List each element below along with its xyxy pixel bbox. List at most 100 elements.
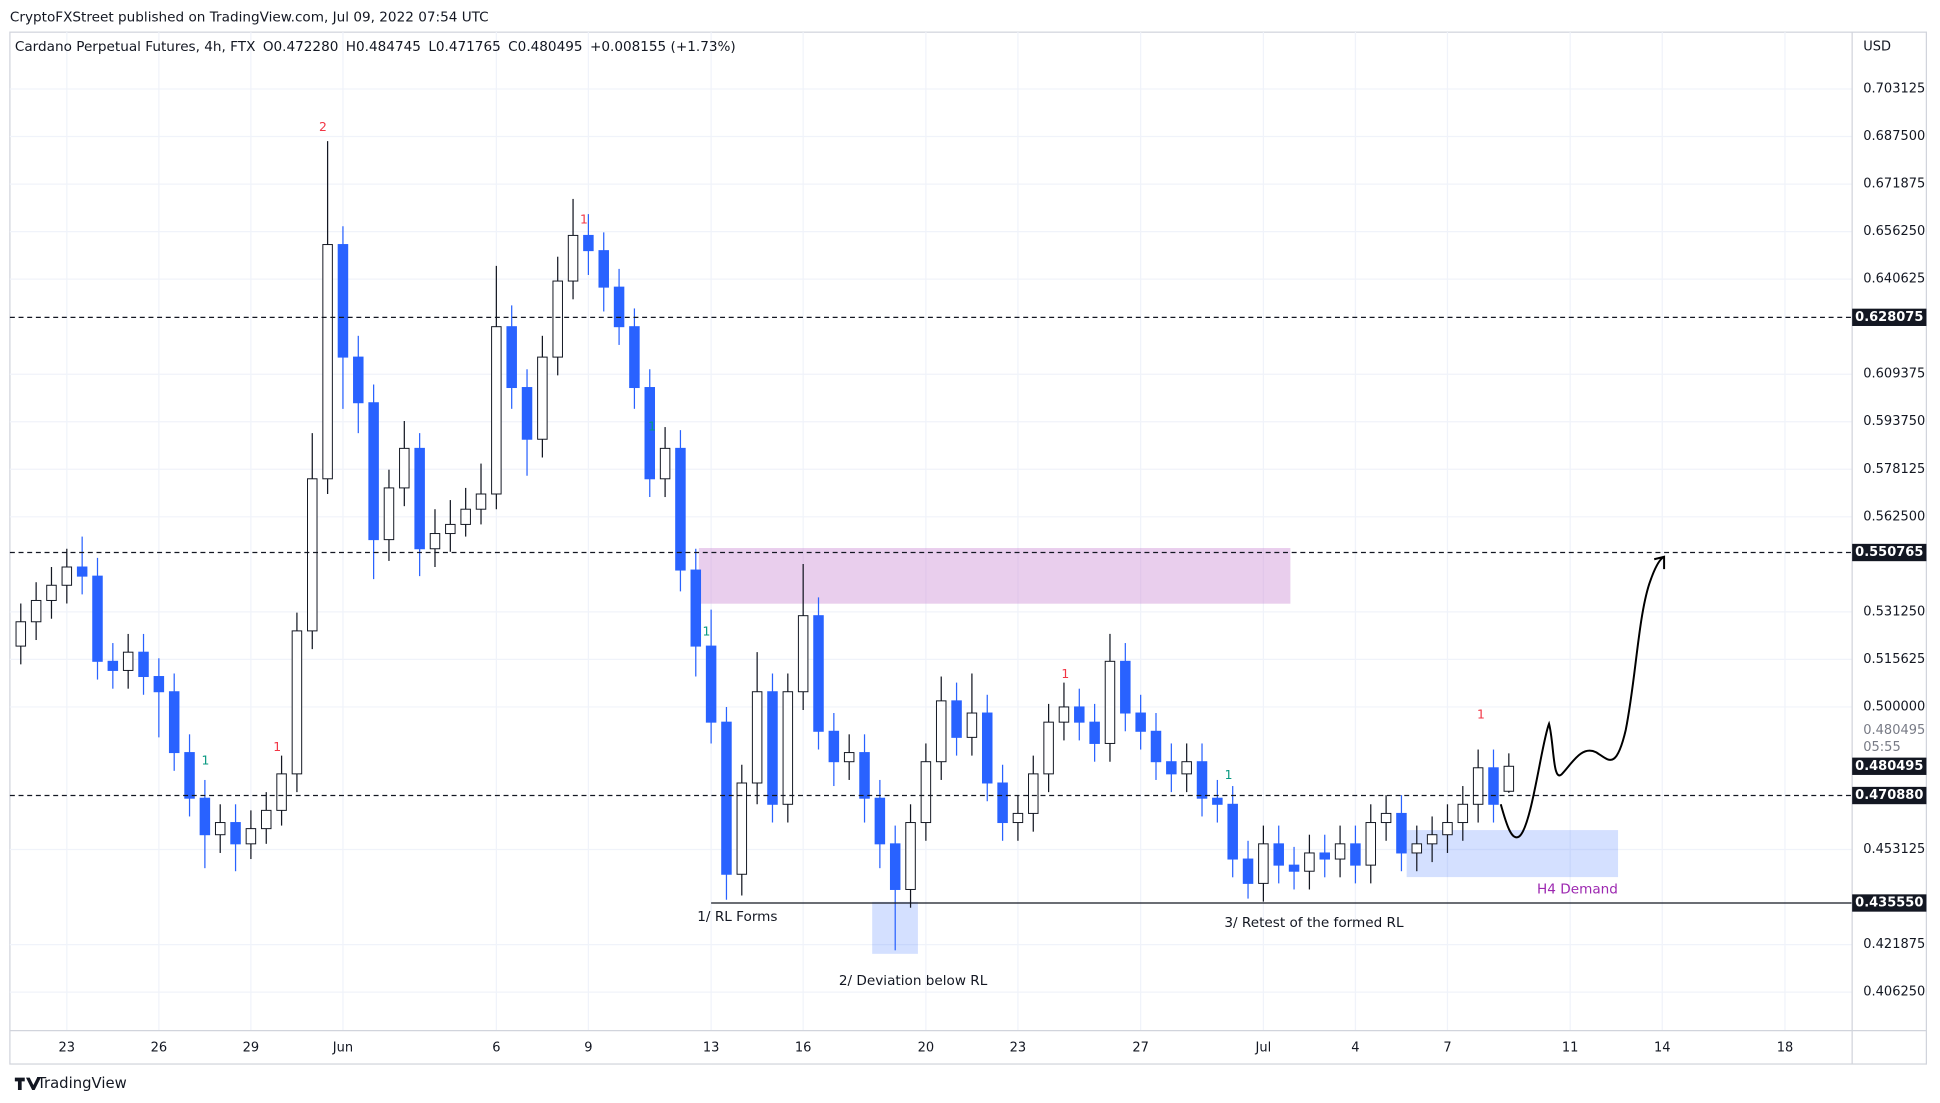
candle-body	[1273, 843, 1284, 866]
chart-title: Cardano Perpetual Futures, 4h, FTX	[15, 39, 256, 55]
candle-body	[1334, 843, 1346, 860]
candle-body	[353, 356, 364, 404]
candle-body	[107, 660, 119, 671]
annotation: 1/ RL Forms	[697, 909, 777, 925]
candle-body	[981, 712, 993, 784]
candle-body	[230, 822, 241, 845]
x-tick-label: 6	[492, 1040, 500, 1055]
candle-body	[429, 533, 441, 550]
y-tick-label: 0.406250	[1863, 985, 1925, 1000]
candle-body	[659, 447, 671, 480]
y-tick-label: 0.593750	[1863, 414, 1925, 429]
candle-body	[1319, 852, 1330, 860]
candle-body	[15, 621, 27, 647]
candle-body	[951, 700, 962, 738]
zones	[698, 548, 1619, 954]
candle-body	[1380, 812, 1392, 824]
candle-body	[368, 402, 379, 541]
candle-body	[721, 721, 732, 875]
x-tick-label: 20	[918, 1040, 935, 1055]
candle-body	[567, 234, 579, 282]
x-tick-label: 14	[1654, 1040, 1671, 1055]
candle-body	[1365, 822, 1377, 866]
level-label: 0.470880	[1855, 788, 1923, 803]
candle-body	[797, 615, 809, 693]
candle-body	[168, 691, 180, 754]
candle-body	[1043, 721, 1054, 775]
candle-body	[506, 326, 517, 389]
candle-body	[491, 326, 502, 495]
x-tick-label: 18	[1777, 1040, 1794, 1055]
candle-body	[138, 651, 149, 678]
candle-body	[828, 730, 840, 763]
candle-body	[813, 615, 824, 732]
candle-body	[1150, 730, 1162, 763]
y-tick-label: 0.656250	[1863, 224, 1925, 239]
candle-body	[889, 843, 901, 890]
candle-body	[153, 676, 165, 693]
zone	[1406, 830, 1619, 878]
annotation: H4 Demand	[1537, 882, 1618, 898]
candle-body	[1104, 660, 1116, 744]
candle-body	[874, 797, 886, 845]
td-marker: 1	[703, 625, 711, 639]
legend-value: O0.472280	[263, 39, 339, 55]
candle-body	[1166, 761, 1177, 775]
annotation: 2/ Deviation below RL	[839, 973, 988, 989]
y-tick-label: 0.671875	[1863, 177, 1925, 192]
candle-body	[598, 250, 609, 288]
legend-value: C0.480495	[508, 39, 582, 55]
candle-body	[767, 691, 778, 805]
td-marker: 1	[201, 753, 209, 767]
candle-body	[537, 356, 548, 440]
candle-body	[291, 630, 303, 775]
currency-label: USD	[1863, 40, 1891, 55]
candle-body	[1242, 858, 1254, 884]
candle-body	[920, 761, 932, 824]
candle-body	[260, 809, 272, 830]
candle-body	[629, 326, 640, 389]
candle-body	[736, 782, 748, 875]
y-tick-label: 0.609375	[1863, 367, 1925, 382]
td-marker: 1	[1225, 768, 1233, 782]
candle-body	[935, 700, 947, 763]
candle-body	[1135, 712, 1146, 732]
candle-body	[276, 773, 287, 811]
y-tick-label: 0.687500	[1863, 129, 1925, 144]
last-price-box	[1852, 757, 1927, 775]
candle-body	[1472, 767, 1484, 805]
candle-body	[46, 584, 57, 601]
candle-body	[1503, 765, 1515, 792]
candle-body	[1258, 843, 1269, 884]
candle-body	[475, 493, 487, 510]
candle-body	[1442, 822, 1453, 836]
candle-body	[76, 566, 88, 577]
candle-body	[690, 569, 702, 647]
td-marker: 1	[580, 213, 588, 227]
zone	[698, 548, 1291, 604]
x-tick-label: 26	[151, 1040, 168, 1055]
y-tick-label: 0.703125	[1863, 82, 1925, 97]
candle-body	[30, 599, 42, 623]
candle-body	[61, 566, 73, 586]
x-tick-label: 27	[1132, 1040, 1149, 1055]
y-tick-label: 0.578125	[1863, 462, 1925, 477]
candle-body	[414, 447, 425, 550]
candle-body	[521, 387, 533, 440]
level-label: 0.550765	[1855, 545, 1923, 560]
level-label-box	[1852, 894, 1927, 912]
candle-body	[843, 752, 855, 763]
x-tick-label: Jul	[1255, 1040, 1272, 1055]
plot	[9, 141, 1853, 951]
candle-body	[1488, 767, 1499, 805]
y-tick-label: 0.500000	[1863, 699, 1925, 714]
candle-body	[214, 822, 226, 836]
td-marker: 1	[273, 740, 281, 754]
candle-body	[184, 752, 195, 799]
candle-body	[383, 487, 395, 541]
y-tick-label: 0.453125	[1863, 842, 1925, 857]
candle-body	[997, 782, 1008, 824]
header: CryptoFXStreet published on TradingView.…	[10, 9, 489, 25]
